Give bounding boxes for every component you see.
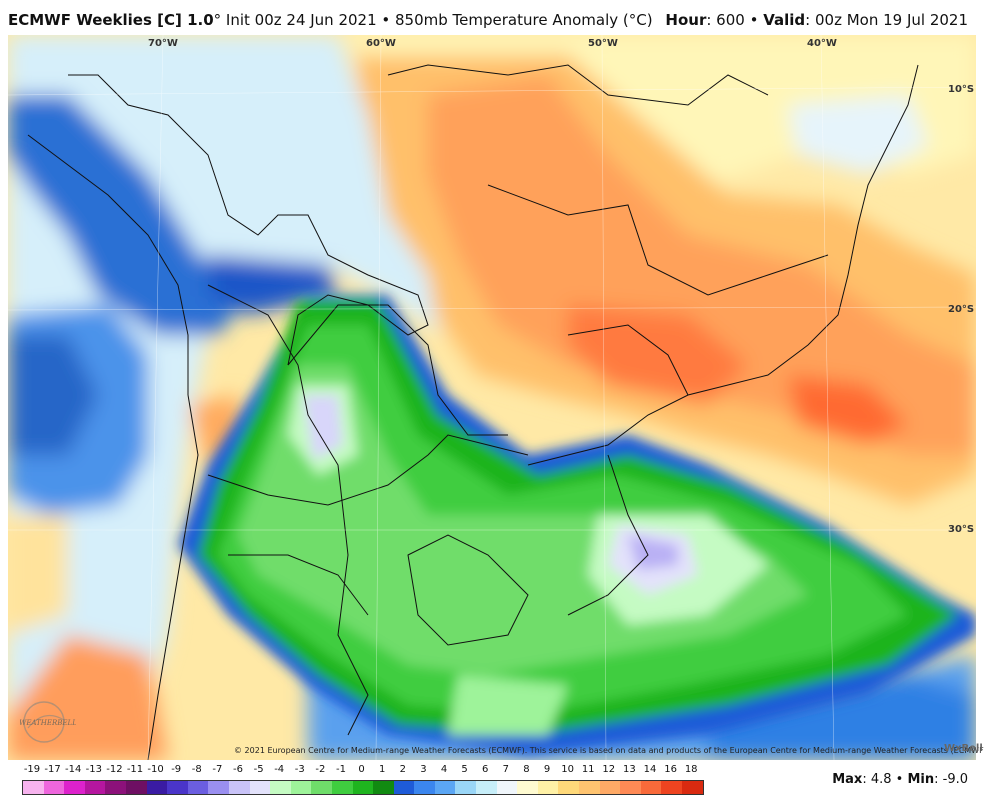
lon-label-40w: 40°W: [807, 38, 837, 49]
copyright-notice: © 2021 European Centre for Medium-range …: [234, 746, 984, 755]
min-label: Min: [907, 772, 935, 787]
legend-tick-label: 7: [502, 764, 509, 775]
max-min-stats: Max: 4.8 • Min: -9.0: [832, 772, 968, 787]
legend-tick-label: -9: [171, 764, 182, 775]
legend-tick-label: -19: [23, 764, 41, 775]
legend-swatch: [393, 781, 415, 794]
legend-tick-label: 13: [623, 764, 636, 775]
legend-swatch: [146, 781, 168, 794]
legend-swatch: [682, 781, 703, 794]
legend-tick-label: 18: [684, 764, 698, 775]
wxbell-watermark: WxBell: [944, 743, 983, 754]
legend-tick-label: -4: [274, 764, 285, 775]
legend-tick-label: -17: [44, 764, 61, 775]
legend-swatch: [455, 781, 477, 794]
legend-swatch: [517, 781, 538, 794]
legend-swatch: [270, 781, 291, 794]
legend-tick-label: -13: [85, 764, 102, 775]
legend-tick-label: -3: [294, 764, 305, 775]
legend-tick-label: -8: [191, 764, 202, 775]
legend-tick-label: -6: [233, 764, 243, 775]
legend-swatch: [311, 781, 332, 794]
legend-swatch: [476, 781, 497, 794]
max-value: : 4.8 •: [862, 772, 904, 787]
legend-swatch: [23, 781, 44, 794]
legend-swatch: [434, 781, 456, 794]
legend-tick-label: 16: [664, 764, 677, 775]
map-header: ECMWF Weeklies [C] 1.0° Init 00z 24 Jun …: [0, 0, 984, 36]
legend-tick-label: 12: [602, 764, 616, 775]
legend-tick-label: 6: [482, 764, 489, 775]
lon-label-60w: 60°W: [366, 38, 396, 49]
legend-swatch: [64, 781, 85, 794]
legend-swatch: [620, 781, 641, 794]
legend-tick-label: 0: [358, 764, 365, 775]
legend-swatch: [187, 781, 209, 794]
legend-swatch: [125, 781, 147, 794]
legend-swatch: [640, 781, 662, 794]
legend-tick-label: 9: [543, 764, 551, 775]
legend-swatch: [249, 781, 271, 794]
weatherbell-logo: WEATHERBELL: [20, 701, 76, 743]
legend-swatch: [496, 781, 518, 794]
legend-tick-label: 2: [399, 764, 406, 775]
legend-colorbar: [22, 780, 704, 795]
legend-tick-label: -7: [212, 764, 223, 775]
model-name: ECMWF Weeklies [C] 1.0: [8, 11, 214, 29]
lat-label-20s: 20°S: [948, 304, 975, 315]
legend-tick-label: -5: [253, 764, 264, 775]
legend-swatch: [579, 781, 600, 794]
legend-swatch: [290, 781, 312, 794]
country-borders: [27, 64, 919, 760]
legend-swatch: [228, 781, 250, 794]
legend-tick-label: -14: [65, 764, 82, 775]
legend-swatch: [373, 781, 394, 794]
map-title: ECMWF Weeklies [C] 1.0° Init 00z 24 Jun …: [8, 11, 653, 29]
legend-tick-label: -11: [126, 764, 144, 775]
legend-tick-label: -12: [106, 764, 123, 775]
legend-swatch: [352, 781, 374, 794]
legend-tick-label: 8: [523, 764, 530, 775]
legend-tick-label: 10: [561, 764, 574, 775]
anomaly-map[interactable]: 70°W 60°W 50°W 40°W 10°S 20°S 30°S: [8, 35, 976, 760]
legend-swatch: [558, 781, 580, 794]
legend-tick-label: 5: [461, 764, 468, 775]
legend-swatch: [414, 781, 435, 794]
legend-tick-label: 3: [420, 764, 427, 775]
valid-value: : 00z Mon 19 Jul 2021: [805, 11, 968, 29]
map-canvas: [8, 35, 976, 760]
legend-swatch: [331, 781, 353, 794]
legend-swatch: [43, 781, 65, 794]
hour-label: Hour: [665, 11, 707, 29]
legend-swatch: [167, 781, 188, 794]
legend-swatch: [537, 781, 559, 794]
valid-info: Hour: 600 • Valid: 00z Mon 19 Jul 2021: [665, 11, 968, 29]
min-value: : -9.0: [934, 772, 968, 787]
lon-label-70w: 70°W: [148, 38, 178, 49]
lat-label-10s: 10°S: [948, 84, 975, 95]
legend-tick-label: 14: [643, 764, 657, 775]
legend-tick-label: -2: [315, 764, 326, 775]
legend-tick-label: -10: [147, 764, 164, 775]
lon-label-50w: 50°W: [588, 38, 618, 49]
max-label: Max: [832, 772, 863, 787]
legend-tick-label: 4: [440, 764, 448, 775]
legend-swatch: [208, 781, 229, 794]
legend-tick-label: 11: [581, 764, 595, 775]
legend-swatch: [105, 781, 126, 794]
legend-tick-label: -1: [336, 764, 346, 775]
valid-label: Valid: [763, 11, 806, 29]
init-info: ° Init 00z 24 Jun 2021 • 850mb Temperatu…: [213, 11, 653, 29]
lat-label-30s: 30°S: [948, 524, 975, 535]
legend-swatch: [599, 781, 621, 794]
logo-text: WEATHERBELL: [20, 719, 76, 727]
hour-value: : 600 •: [706, 11, 759, 29]
legend-swatch: [84, 781, 106, 794]
legend-swatch: [661, 781, 682, 794]
legend-tick-label: 1: [379, 764, 386, 775]
